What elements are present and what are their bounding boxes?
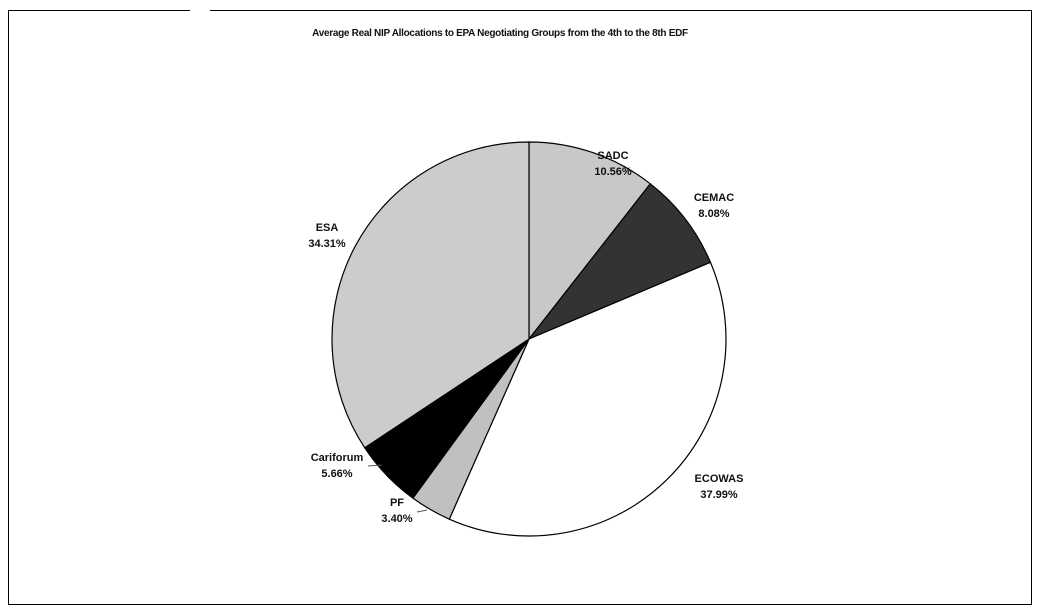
slice-label-cemac: CEMAC — [694, 192, 734, 204]
slice-value-sadc: 10.56% — [594, 166, 632, 178]
slice-label-ecowas: ECOWAS — [695, 473, 744, 485]
slice-label-pf: PF — [390, 497, 404, 509]
slice-value-pf: 3.40% — [381, 513, 412, 525]
leader-line-pf — [416, 509, 428, 513]
slice-value-esa: 34.31% — [308, 238, 346, 250]
pie-slice-ecowas — [448, 261, 727, 537]
pie-slice-sadc — [528, 141, 652, 341]
leader-line-cariforum — [367, 464, 383, 467]
pie-slice-cemac — [527, 182, 712, 341]
pie-slice-esa — [331, 141, 530, 449]
chart-title: Average Real NIP Allocations to EPA Nego… — [312, 28, 688, 39]
slice-value-cemac: 8.08% — [698, 208, 729, 220]
slice-label-sadc: SADC — [597, 150, 628, 162]
slice-value-ecowas: 37.99% — [700, 489, 738, 501]
slice-label-esa: ESA — [316, 222, 339, 234]
slice-label-cariforum: Cariforum — [311, 452, 364, 464]
frame-gap — [190, 7, 210, 13]
slice-value-cariforum: 5.66% — [321, 468, 352, 480]
